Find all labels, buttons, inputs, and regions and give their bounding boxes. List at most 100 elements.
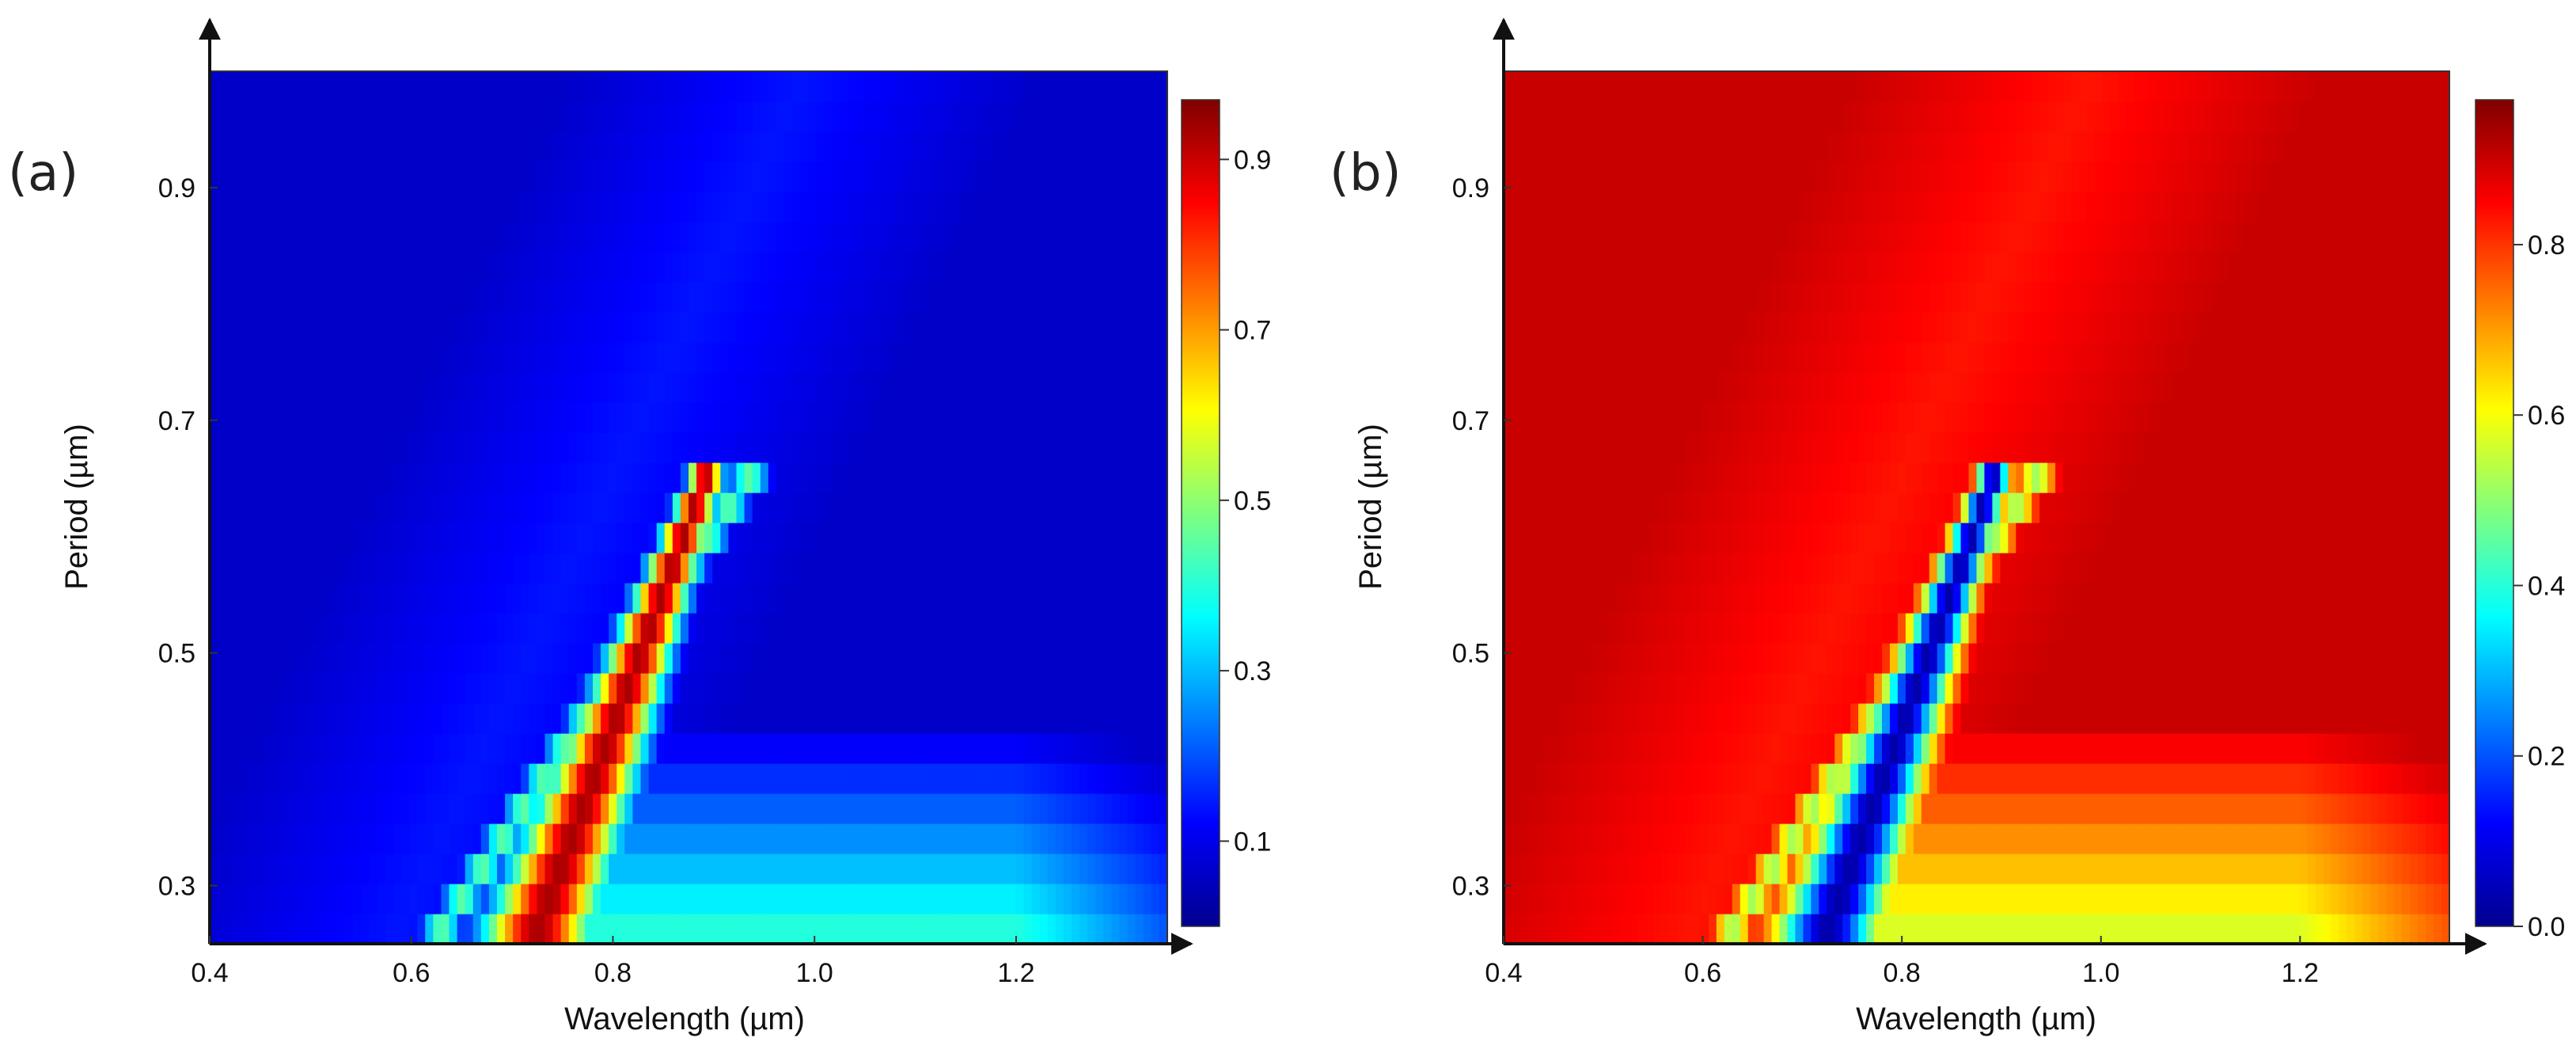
heatmap-cell — [935, 523, 945, 553]
heatmap-cell — [928, 583, 937, 614]
heatmap-cell — [959, 222, 969, 253]
heatmap-cell — [856, 703, 865, 734]
heatmap-cell — [752, 643, 761, 674]
heatmap-cell — [2291, 763, 2301, 794]
heatmap-cell — [2032, 673, 2040, 704]
heatmap-cell — [840, 192, 849, 222]
heatmap-cell — [2094, 854, 2104, 884]
heatmap-cell — [2267, 884, 2277, 914]
heatmap-cell — [377, 131, 386, 162]
heatmap-cell — [1598, 823, 1607, 854]
heatmap-cell — [609, 372, 617, 403]
heatmap-cell — [281, 553, 290, 584]
heatmap-cell — [480, 553, 490, 584]
heatmap-cell — [967, 432, 977, 463]
heatmap-cell — [824, 282, 833, 313]
heatmap-cell — [1661, 613, 1670, 644]
heatmap-cell — [1700, 613, 1709, 644]
heatmap-cell — [2047, 703, 2056, 734]
heatmap-cell — [672, 192, 681, 222]
heatmap-cell — [2418, 854, 2426, 884]
heatmap-cell — [1582, 583, 1592, 614]
heatmap-cell — [2165, 583, 2175, 614]
heatmap-cell — [393, 402, 402, 433]
heatmap-cell — [241, 71, 251, 102]
heatmap-cell — [488, 402, 498, 433]
heatmap-cell — [888, 492, 897, 523]
heatmap-cell — [226, 643, 234, 674]
heatmap-cell — [976, 613, 984, 644]
heatmap-cell — [1952, 884, 1962, 914]
heatmap-cell — [433, 131, 442, 162]
heatmap-cell — [393, 673, 402, 704]
heatmap-cell — [1850, 914, 1859, 945]
heatmap-cell — [353, 342, 362, 373]
heatmap-cell — [576, 583, 586, 614]
heatmap-cell — [1739, 643, 1749, 674]
heatmap-cell — [1007, 854, 1017, 884]
heatmap-cell — [1151, 884, 1160, 914]
heatmap-cell — [1787, 793, 1796, 824]
heatmap-cell — [672, 372, 681, 403]
heatmap-cell — [233, 131, 242, 162]
heatmap-cell — [1716, 643, 1725, 674]
heatmap-cell — [601, 823, 609, 854]
heatmap-cell — [210, 823, 218, 854]
heatmap-cell — [744, 252, 753, 283]
heatmap-cell — [2016, 793, 2024, 824]
heatmap-cell — [871, 162, 881, 192]
heatmap-cell — [465, 492, 474, 523]
heatmap-cell — [297, 553, 306, 584]
heatmap-cell — [624, 523, 634, 553]
heatmap-cell — [632, 162, 642, 192]
heatmap-cell — [497, 312, 506, 343]
heatmap-cell — [2402, 673, 2411, 704]
heatmap-cell — [1771, 643, 1781, 674]
heatmap-cell — [2039, 673, 2048, 704]
heatmap-cell — [409, 763, 418, 794]
heatmap-cell — [265, 492, 275, 523]
heatmap-cell — [1119, 583, 1129, 614]
heatmap-cell — [880, 162, 889, 192]
heatmap-cell — [1866, 673, 1875, 704]
heatmap-cell — [1127, 583, 1136, 614]
heatmap-cell — [1992, 763, 2001, 794]
heatmap-cell — [1574, 583, 1584, 614]
heatmap-cell — [1535, 733, 1544, 764]
heatmap-cell — [345, 222, 355, 253]
heatmap-cell — [297, 583, 306, 614]
heatmap-cell — [2441, 613, 2450, 644]
heatmap-cell — [1850, 583, 1859, 614]
heatmap-cell — [1661, 553, 1670, 584]
heatmap-cell — [792, 71, 801, 102]
heatmap-cell — [576, 462, 586, 493]
heatmap-cell — [521, 131, 529, 162]
heatmap-cell — [297, 703, 306, 734]
heatmap-cell — [704, 402, 713, 433]
heatmap-cell — [385, 162, 394, 192]
heatmap-cell — [369, 162, 378, 192]
heatmap-cell — [433, 673, 442, 704]
heatmap-cell — [696, 643, 705, 674]
heatmap-cell — [959, 884, 969, 914]
heatmap-cell — [976, 312, 984, 343]
heatmap-cell — [497, 372, 506, 403]
heatmap-cell — [2157, 583, 2167, 614]
heatmap-cell — [632, 523, 642, 553]
heatmap-cell — [1031, 372, 1041, 403]
heatmap-cell — [816, 613, 825, 644]
heatmap-cell — [281, 523, 290, 553]
heatmap-cell — [720, 553, 730, 584]
heatmap-cell — [2426, 823, 2434, 854]
heatmap-cell — [480, 282, 490, 313]
heatmap-cell — [226, 733, 234, 764]
heatmap-cell — [720, 462, 730, 493]
heatmap-cell — [1072, 914, 1080, 945]
heatmap-cell — [409, 823, 418, 854]
heatmap-cell — [1063, 312, 1072, 343]
heatmap-cell — [1582, 793, 1592, 824]
heatmap-cell — [760, 583, 769, 614]
heatmap-cell — [417, 252, 426, 283]
heatmap-cell — [1159, 342, 1168, 373]
heatmap-cell — [616, 884, 625, 914]
